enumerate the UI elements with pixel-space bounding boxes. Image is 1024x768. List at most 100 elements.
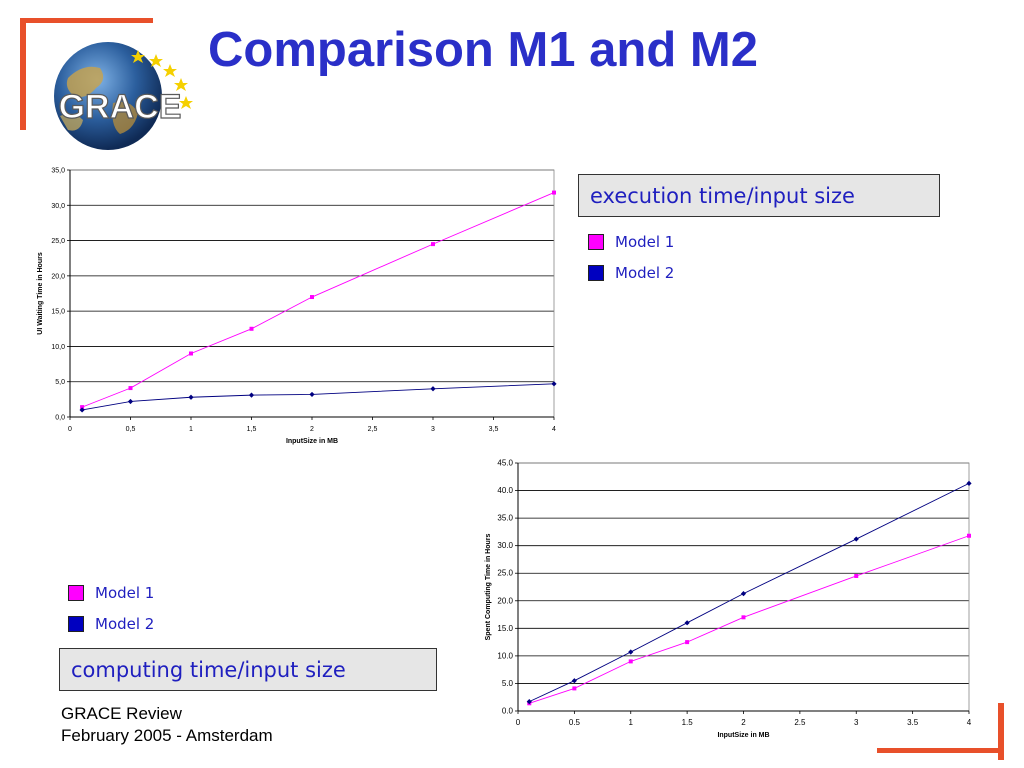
x-tick-label: 0 [68, 426, 72, 433]
caption-computing-time-text: computing time/input size [71, 657, 346, 682]
series-model-2-point [127, 398, 134, 405]
y-axis-label: Spent Computing Time in Hours [485, 533, 492, 640]
footer: GRACE Review February 2005 - Amsterdam [61, 703, 273, 747]
series-model-1-point [628, 659, 633, 664]
y-tick-label: 25,0 [51, 238, 65, 245]
x-tick-label: 3 [431, 426, 435, 433]
legend-swatch-model-1 [68, 585, 84, 601]
x-tick-label: 1 [189, 426, 193, 433]
x-tick-label: 2,5 [368, 426, 378, 433]
legend-top-model-2: Model 2 [588, 264, 674, 282]
series-model-2-line [82, 383, 555, 411]
slide-title: Comparison M1 and M2 [208, 23, 758, 77]
corner-bracket-top-left-horizontal [20, 18, 153, 23]
series-model-2-point [684, 620, 690, 626]
legend-swatch-model-2 [68, 616, 84, 632]
y-tick-label: 5.0 [502, 679, 514, 688]
legend-swatch-model-2 [588, 265, 604, 281]
corner-bracket-top-left-vertical [20, 18, 26, 130]
series-model-1-point [572, 686, 577, 691]
y-tick-label: 35,0 [51, 168, 65, 175]
corner-bracket-bottom-right-vertical [998, 703, 1004, 760]
caption-execution-time-text: execution time/input size [590, 183, 855, 208]
x-tick-label: 2 [310, 426, 314, 433]
x-tick-label: 3,5 [489, 426, 499, 433]
series-model-1-point [80, 405, 85, 410]
series-model-1-point [249, 326, 254, 331]
y-tick-label: 15,0 [51, 309, 65, 316]
x-tick-label: 4 [967, 718, 972, 727]
y-tick-label: 35.0 [497, 514, 513, 523]
x-tick-label: 0.5 [569, 718, 581, 727]
y-tick-label: 15.0 [497, 624, 513, 633]
corner-bracket-bottom-right-horizontal [877, 748, 1004, 753]
x-tick-label: 2 [741, 718, 746, 727]
y-tick-label: 0.0 [502, 707, 514, 716]
computing-time-chart: 0.0 5.0 10.0 15.0 20.0 25.0 30.0 35.0 40.0 45.0 0 0… [485, 459, 972, 740]
caption-execution-time: execution time/input size [578, 174, 940, 217]
series-model-2-point [628, 649, 634, 655]
x-tick-label: 0 [516, 718, 521, 727]
legend-top-model-1: Model 1 [588, 233, 674, 251]
logo-text: GRACE [59, 88, 182, 126]
y-tick-label: 40.0 [497, 486, 513, 495]
legend-top: Model 1 Model 2 [588, 233, 674, 282]
x-tick-label: 1,5 [247, 426, 257, 433]
legend-bottom-model-2: Model 2 [68, 615, 154, 633]
y-axis-label: UI Waiting Time in Hours [37, 252, 44, 335]
y-tick-label: 25.0 [497, 569, 513, 578]
chart-plot-area: 0,0 5,0 10,0 15,0 20,0 25,0 30,0 35,0 0 0,5 1 1,5 2 2… [37, 168, 557, 445]
series-model-2-line [529, 482, 970, 703]
footer-line-2: February 2005 - Amsterdam [61, 726, 273, 745]
y-tick-label: 30,0 [51, 203, 65, 210]
legend-swatch-model-1 [588, 234, 604, 250]
series-model-2-point [309, 391, 315, 398]
execution-time-chart: 0,0 5,0 10,0 15,0 20,0 25,0 30,0 35,0 0 0,5 1 1,5 2 2… [37, 168, 557, 445]
x-tick-label: 2.5 [794, 718, 806, 727]
y-tick-label: 5,0 [55, 379, 65, 386]
x-axis-label: InputSize in MB [717, 732, 769, 739]
series-model-1-point [128, 386, 133, 391]
y-tick-label: 0,0 [55, 415, 65, 422]
x-tick-label: 0,5 [126, 426, 136, 433]
series-model-1-line [81, 192, 555, 408]
series-model-1-point [741, 615, 746, 620]
series-model-2-point [430, 386, 436, 392]
y-tick-label: 30.0 [497, 541, 513, 550]
x-tick-label: 1 [629, 718, 634, 727]
legend-label: Model 2 [615, 264, 675, 282]
series-model-2-point [740, 591, 747, 597]
series-model-2-point [79, 407, 85, 413]
series-model-1-line [529, 535, 970, 704]
series-model-2-point [571, 678, 577, 684]
legend-bottom-model-1: Model 1 [68, 584, 154, 602]
legend-label: Model 1 [95, 584, 155, 602]
x-tick-label: 4 [552, 426, 556, 433]
plot-frame [69, 169, 555, 418]
grace-logo: GRACE [38, 38, 203, 153]
x-tick-label: 3.5 [907, 718, 919, 727]
plot-frame [517, 462, 970, 712]
grace-logo-graphic: GRACE [54, 42, 193, 150]
y-tick-label: 20.0 [497, 596, 513, 605]
series-model-1-point [854, 573, 859, 578]
series-model-1-point [552, 190, 556, 195]
y-tick-label: 45.0 [497, 459, 513, 468]
series-model-1-point [685, 640, 690, 645]
series-model-1-point [431, 242, 435, 247]
series-model-1-point [189, 351, 193, 356]
footer-line-1: GRACE Review [61, 704, 182, 723]
y-tick-label: 10,0 [51, 344, 65, 351]
series-model-1-point [967, 533, 971, 538]
y-tick-label: 20,0 [51, 273, 65, 280]
chart-plot-area: 0.0 5.0 10.0 15.0 20.0 25.0 30.0 35.0 40.0 45.0 0 0… [485, 459, 972, 740]
series-model-1-point [310, 295, 314, 300]
x-tick-label: 3 [854, 718, 859, 727]
x-tick-label: 1.5 [682, 718, 694, 727]
x-axis-label: InputSize in MB [286, 438, 338, 445]
legend-label: Model 1 [615, 233, 675, 251]
caption-computing-time: computing time/input size [59, 648, 437, 691]
series-model-2-point [188, 394, 194, 400]
series-model-2-point [248, 392, 255, 398]
series-model-2-point [966, 480, 972, 486]
